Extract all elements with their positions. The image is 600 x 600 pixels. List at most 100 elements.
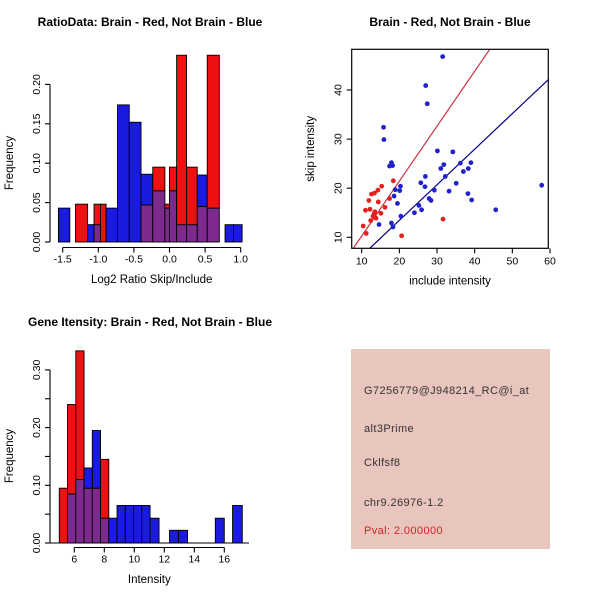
hist-bar-blue	[140, 173, 154, 206]
scatter-point-brain	[368, 218, 374, 224]
scatter-point-brain	[367, 206, 373, 212]
gene-info-box: G7256779@J948214_RC@i_at alt3Prime Cklfs…	[351, 349, 550, 549]
scatter-point-not-brain	[398, 213, 404, 219]
scatter-point-brain	[399, 233, 405, 239]
x-axis-label: include intensity	[409, 276, 491, 288]
hist-bar-blue	[105, 207, 118, 243]
intensity-scatter-panel: 10 20 30 40 50 60 10 20 30 40 Brain - Red, Not Bra…	[305, 15, 556, 288]
scatter-point-not-brain	[392, 187, 398, 193]
x-tick-label: 30	[431, 255, 443, 267]
scatter-point-not-brain	[539, 182, 545, 188]
scatter-point-not-brain	[381, 124, 386, 130]
scatter-point-not-brain	[419, 207, 424, 213]
scatter-point-brain	[375, 187, 381, 193]
hist-bar-blue	[141, 505, 151, 544]
y-axis-label: Frequency	[4, 136, 16, 191]
panel-title: Gene Itensity: Brain - Red, Not Brain - …	[28, 315, 272, 329]
scatter-point-not-brain	[434, 148, 440, 154]
x-tick-label: 60	[544, 255, 556, 267]
y-tick-label: 10	[333, 231, 345, 243]
hist-bar-overlap	[100, 517, 110, 544]
scatter-point-not-brain	[465, 191, 471, 197]
x-tick-label: 10	[128, 554, 140, 566]
y-tick-label: 40	[333, 84, 345, 96]
hist-bar-overlap	[93, 224, 101, 243]
hist-bar-blue	[224, 224, 235, 243]
scatter-point-not-brain	[422, 174, 428, 179]
gene-intensity-histogram-panel: 0.00 0.10 0.20 0.30 6 8 10 12 14 16 Gene Itensity:…	[4, 315, 272, 586]
y-tick-label: 0.20	[31, 74, 43, 95]
scatter-point-not-brain	[390, 163, 395, 169]
scatter-point-brain	[373, 215, 379, 221]
hist-bar-blue	[232, 505, 243, 544]
probe-id-text: G7256779@J948214_RC@i_at	[364, 385, 530, 397]
hist-bar-red	[99, 203, 107, 243]
hist-bar-red	[58, 487, 68, 544]
hist-bar-blue	[133, 505, 143, 544]
scatter-point-not-brain	[398, 183, 403, 189]
panel-title: Brain - Red, Not Brain - Blue	[369, 15, 531, 29]
scatter-point-not-brain	[465, 166, 471, 171]
hist-bar-overlap	[206, 207, 220, 243]
hist-bar-red	[100, 458, 110, 519]
scatter-point-not-brain	[469, 197, 475, 203]
y-tick-label: 0.00	[31, 232, 43, 253]
hist-bar-blue	[116, 505, 126, 544]
hist-bar-overlap	[67, 493, 77, 544]
scatter-point-not-brain	[412, 210, 417, 216]
hist-bar-blue	[91, 430, 102, 489]
scatter-point-brain	[366, 198, 372, 203]
scatter-point-brain	[363, 207, 368, 213]
hist-bar-red	[67, 404, 77, 495]
panel-title: RatioData: Brain - Red, Not Brain - Blue	[38, 15, 263, 29]
splice-type-text: alt3Prime	[364, 423, 415, 435]
scatter-point-brain	[378, 210, 384, 216]
scatter-point-not-brain	[416, 202, 422, 208]
scatter-point-not-brain	[438, 166, 444, 171]
y-tick-label: 0.20	[31, 417, 43, 438]
hist-bar-overlap	[91, 487, 102, 544]
x-tick-label: 50	[506, 255, 518, 267]
chromosome-text: chr9.26976-1.2	[364, 497, 444, 509]
scatter-point-not-brain	[428, 198, 434, 203]
scatter-point-not-brain	[446, 188, 452, 194]
scatter-point-not-brain	[460, 169, 466, 174]
x-axis-label: Intensity	[128, 574, 171, 586]
x-tick-label: -1.0	[89, 254, 107, 266]
scatter-point-not-brain	[423, 83, 429, 88]
hist-bar-blue	[117, 104, 130, 243]
hist-bar-red	[176, 54, 188, 226]
x-tick-label: 16	[218, 554, 230, 566]
hist-bar-blue	[196, 174, 208, 207]
scatter-point-brain	[372, 190, 377, 196]
x-tick-label: -1.5	[54, 254, 72, 266]
scatter-point-brain	[440, 216, 446, 222]
hist-bar-blue	[108, 517, 118, 544]
hist-bar-overlap	[169, 190, 178, 243]
hist-bar-overlap	[140, 204, 154, 243]
hist-bar-red	[75, 203, 89, 243]
pval-text: Pval: 2.000000	[364, 525, 443, 537]
hist-bar-overlap	[152, 190, 166, 243]
x-axis-label: Log2 Ratio Skip/Include	[91, 274, 212, 286]
hist-bar-red	[152, 166, 166, 192]
x-tick-label: 1.0	[233, 254, 248, 266]
scatter-point-not-brain	[468, 160, 474, 166]
scatter-point-not-brain	[457, 160, 463, 166]
x-tick-label: -0.5	[125, 254, 143, 266]
hist-bar-red	[164, 203, 170, 209]
scatter-point-not-brain	[493, 207, 499, 213]
scatter-point-not-brain	[397, 188, 403, 194]
scatter-point-brain	[387, 196, 392, 201]
hist-bar-blue	[233, 224, 243, 243]
scatter-point-brain	[372, 209, 378, 215]
hist-bar-red	[93, 203, 101, 226]
y-axis-label: skip intensity	[305, 116, 317, 182]
gene-name-text: Cklfsf8	[364, 457, 401, 469]
scatter-point-brain	[382, 204, 388, 210]
scatter-point-not-brain	[376, 222, 382, 227]
hist-bar-blue	[128, 121, 142, 243]
scatter-point-brain	[360, 223, 366, 229]
scatter-point-not-brain	[424, 101, 430, 107]
